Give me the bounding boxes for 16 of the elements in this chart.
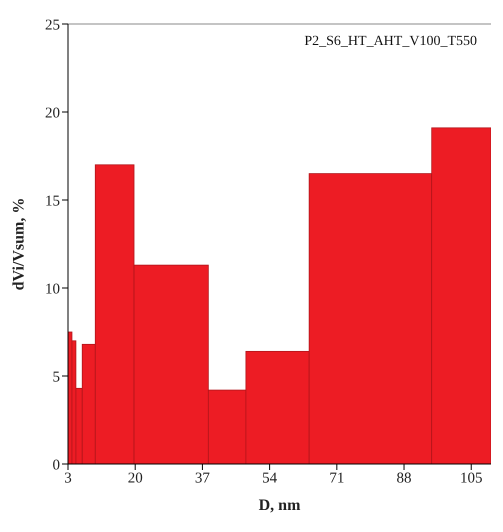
x-tick-label: 3 [64,470,72,487]
x-axis-title: D, nm [258,497,302,514]
annotation: P2_S6_HT_AHT_V100_T550 [304,34,477,50]
y-axis-title: dVi/Vsum, % [10,198,28,290]
x-tick-label: 54 [262,470,278,487]
x-tick-label: 71 [329,470,344,487]
y-tick-label: 5 [52,369,60,386]
y-tick-label: 0 [52,457,60,474]
y-tick-label: 15 [45,193,60,210]
x-tick-label: 37 [194,470,210,487]
y-tick-label: 25 [45,17,60,34]
x-tick-label: 88 [396,470,412,487]
y-tick-label: 10 [45,281,60,298]
x-tick-label: 20 [128,470,143,487]
y-tick-label: 20 [45,105,60,122]
x-tick-label: 105 [460,470,482,487]
